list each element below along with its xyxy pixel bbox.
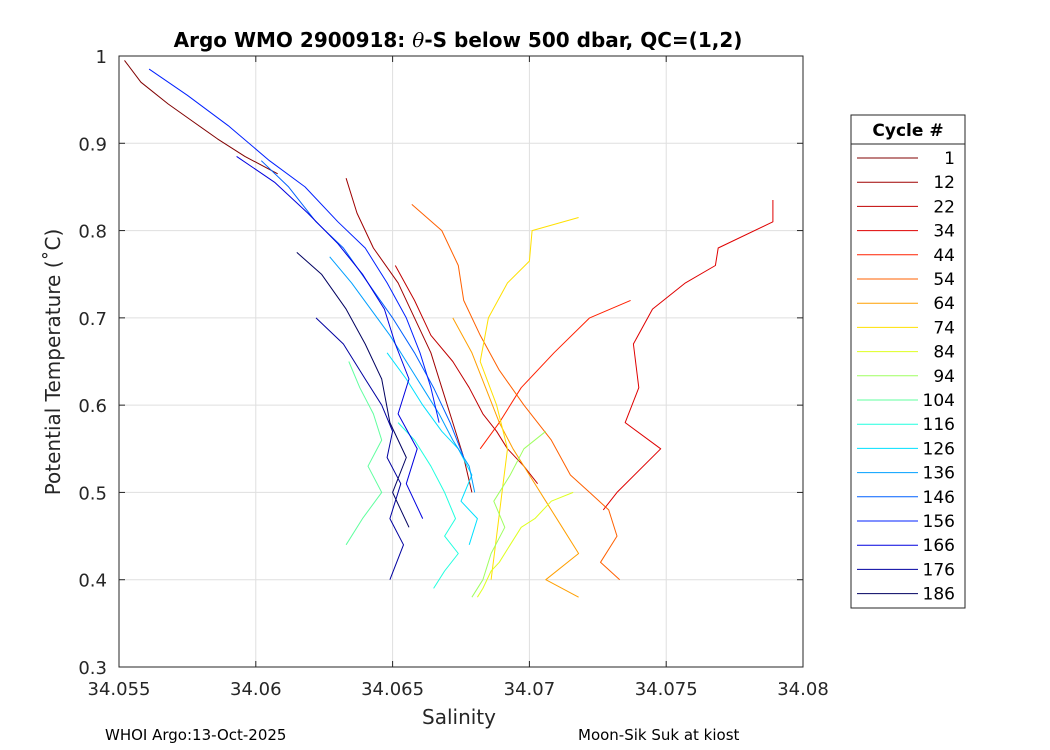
series-line-cycle-116 (397, 422, 459, 589)
title-suffix: -S below 500 dbar, QC=(1,2) (424, 28, 742, 52)
legend-label-cycle-54: 54 (933, 270, 955, 290)
plot-frame (118, 55, 804, 668)
legend-label-cycle-126: 126 (923, 439, 955, 459)
legend-label-cycle-94: 94 (933, 367, 955, 387)
footer-source: WHOI Argo:13-Oct-2025 (105, 726, 287, 744)
legend-label-cycle-34: 34 (933, 222, 955, 242)
series-line-cycle-84 (476, 491, 574, 598)
y-tick-label: 0.3 (78, 658, 107, 679)
chart-title: Argo WMO 2900918: θ-S below 500 dbar, QC… (174, 28, 743, 52)
legend-label-cycle-22: 22 (933, 197, 955, 217)
series-line-cycle-74 (479, 217, 579, 580)
legend: Cycle # 11222344454647484941041161261361… (850, 114, 966, 609)
title-prefix: Argo WMO 2900918: (174, 28, 413, 52)
legend-label-cycle-156: 156 (923, 512, 955, 532)
y-tick-label: 1 (96, 47, 107, 68)
series-line-cycle-176 (315, 317, 404, 580)
legend-box (850, 114, 966, 609)
footer-author: Moon-Sik Suk at kiost (578, 726, 740, 744)
x-axis-label: Salinity (422, 705, 496, 729)
axis-ticks: 34.055 34.06 34.065 34.07 34.075 34.08 0.3 0.4 0… (78, 47, 828, 700)
x-tick-label: 34.075 (635, 679, 698, 700)
legend-label-cycle-186: 186 (923, 585, 955, 605)
x-tick-label: 34.06 (230, 679, 282, 700)
legend-label-cycle-146: 146 (923, 488, 955, 508)
title-theta: θ (412, 28, 424, 52)
legend-label-cycle-64: 64 (933, 294, 955, 314)
legend-label-cycle-84: 84 (933, 343, 955, 363)
legend-label-cycle-104: 104 (923, 391, 955, 411)
y-axis-label: Potential Temperature (˚C) (41, 229, 65, 496)
series-line-cycle-64 (452, 317, 580, 598)
series-line-cycle-136 (329, 256, 476, 493)
y-tick-label: 0.9 (78, 134, 107, 155)
legend-label-cycle-1: 1 (944, 149, 955, 169)
series-line-cycle-54 (411, 204, 621, 581)
series-line-cycle-146 (260, 160, 465, 458)
legend-label-cycle-44: 44 (933, 246, 955, 266)
legend-label-cycle-176: 176 (923, 560, 955, 580)
series-line-cycle-22 (394, 265, 538, 485)
y-tick-label: 0.8 (78, 222, 107, 243)
x-tick-label: 34.065 (361, 679, 424, 700)
plot-area (119, 56, 803, 667)
legend-label-cycle-12: 12 (933, 173, 955, 193)
legend-label-cycle-74: 74 (933, 318, 955, 338)
series-line-cycle-186 (296, 252, 410, 528)
series-line-cycle-166 (236, 155, 424, 519)
series-line-cycle-94 (471, 430, 547, 598)
series-line-cycle-12 (345, 178, 473, 493)
x-tick-label: 34.07 (504, 679, 556, 700)
y-tick-label: 0.6 (78, 396, 107, 417)
legend-items: 1 12 22 34 44 54 64 74 84 94 104 116 126 136 146 156 166… (857, 149, 955, 605)
series-lines (124, 60, 774, 598)
legend-title: Cycle # (872, 121, 943, 141)
legend-label-cycle-136: 136 (923, 464, 955, 484)
x-tick-label: 34.055 (88, 679, 151, 700)
legend-label-cycle-116: 116 (923, 415, 955, 435)
x-tick-label: 34.08 (777, 679, 829, 700)
legend-label-cycle-166: 166 (923, 536, 955, 556)
series-line-cycle-104 (345, 361, 383, 546)
series-line-cycle-1 (124, 60, 278, 175)
y-tick-label: 0.4 (78, 571, 107, 592)
series-line-cycle-44 (479, 299, 631, 450)
series-line-cycle-156 (148, 68, 440, 423)
series-line-cycle-34 (602, 200, 774, 511)
y-tick-label: 0.7 (78, 309, 107, 330)
y-tick-label: 0.5 (78, 483, 107, 504)
